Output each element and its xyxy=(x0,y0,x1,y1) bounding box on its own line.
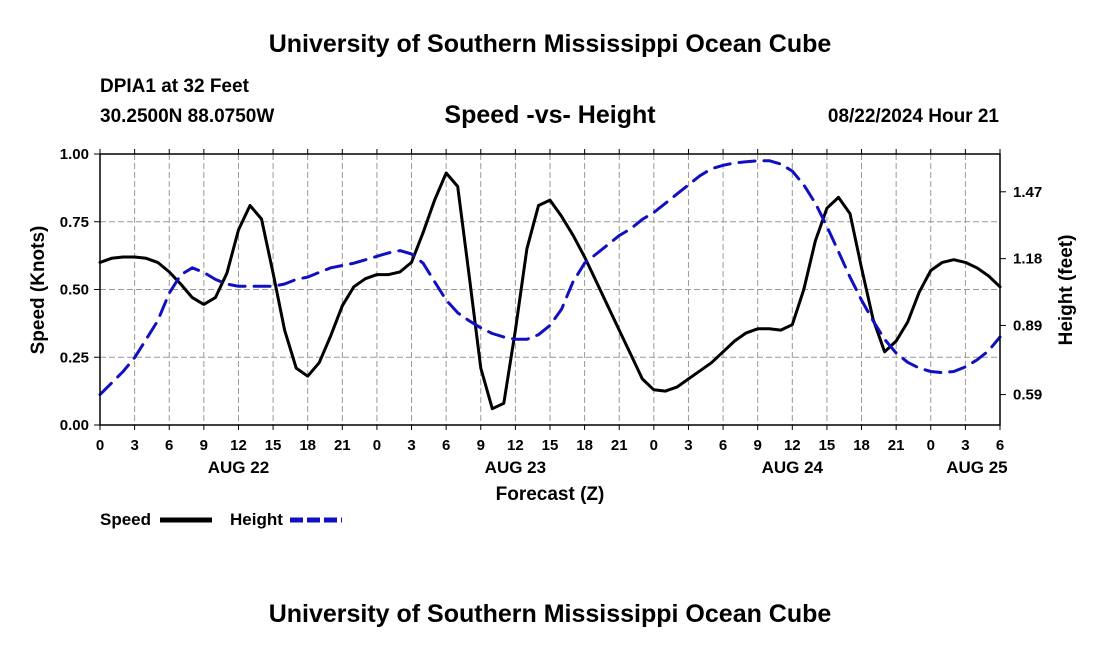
x-tick-label: 15 xyxy=(542,437,559,454)
y-tick-label: 0.00 xyxy=(60,417,89,434)
page-title-bottom: University of Southern Mississippi Ocean… xyxy=(268,600,832,628)
x-tick-label: 6 xyxy=(996,437,1004,454)
x-tick-label: 3 xyxy=(407,437,415,454)
y-axis-label: Speed (Knots) xyxy=(28,226,49,355)
axis-layer: 0 3 6 9 12 15 18 21 0 3 6 9 12 15 18 21 0 3 6 9 12 15 18 21 0 3 6 A… xyxy=(60,146,1042,477)
x-tick-label: 6 xyxy=(165,437,173,454)
x-tick-label: 18 xyxy=(299,437,316,454)
x-tick-label: 0 xyxy=(650,437,658,454)
x-tick-label: 9 xyxy=(754,437,762,454)
y2-axis-label: Height (feet) xyxy=(1056,235,1077,346)
date-label: AUG 22 xyxy=(208,458,269,477)
x-tick-label: 0 xyxy=(96,437,104,454)
x-tick-label: 21 xyxy=(611,437,628,454)
y2-tick-label: 1.47 xyxy=(1013,184,1042,201)
datetime-label: 08/22/2024 Hour 21 xyxy=(827,106,999,127)
y-tick-label: 0.75 xyxy=(60,214,89,231)
series-line-speed xyxy=(98,171,1002,411)
chart-subtitle: Speed -vs- Height xyxy=(444,101,656,129)
y-tick-label: 1.00 xyxy=(60,146,89,163)
x-tick-label: 6 xyxy=(442,437,450,454)
x-tick-label: 3 xyxy=(961,437,969,454)
x-tick-label: 21 xyxy=(888,437,905,454)
series-line-height xyxy=(98,159,1002,397)
x-tick-label: 12 xyxy=(507,437,524,454)
legend: Speed Height xyxy=(100,510,342,529)
y2-tick-label: 0.59 xyxy=(1013,387,1042,404)
x-tick-label: 0 xyxy=(373,437,381,454)
y-tick-label: 0.50 xyxy=(60,282,89,299)
x-tick-label: 9 xyxy=(477,437,485,454)
x-tick-label: 6 xyxy=(719,437,727,454)
x-tick-label: 18 xyxy=(853,437,870,454)
x-tick-label: 0 xyxy=(927,437,935,454)
x-tick-label: 12 xyxy=(784,437,801,454)
legend-speed-label: Speed xyxy=(100,510,151,529)
x-tick-label: 3 xyxy=(130,437,138,454)
x-tick-label: 12 xyxy=(230,437,247,454)
date-label: AUG 23 xyxy=(485,458,546,477)
grid-layer xyxy=(100,154,1000,425)
legend-height-label: Height xyxy=(230,510,283,529)
y2-tick-label: 1.18 xyxy=(1013,251,1042,268)
x-axis-label: Forecast (Z) xyxy=(496,484,605,505)
x-tick-label: 21 xyxy=(334,437,351,454)
station-label: DPIA1 at 32 Feet xyxy=(100,76,249,97)
page-title-top: University of Southern Mississippi Ocean… xyxy=(268,30,832,58)
y2-tick-label: 0.89 xyxy=(1013,317,1042,334)
x-tick-label: 18 xyxy=(576,437,593,454)
x-tick-label: 15 xyxy=(265,437,282,454)
series-layer xyxy=(98,159,1002,411)
y-tick-label: 0.25 xyxy=(60,349,89,366)
x-tick-label: 15 xyxy=(819,437,836,454)
coordinates-label: 30.2500N 88.0750W xyxy=(100,106,275,127)
date-label: AUG 25 xyxy=(946,458,1007,477)
x-tick-label: 9 xyxy=(200,437,208,454)
date-label: AUG 24 xyxy=(762,458,824,477)
x-tick-label: 3 xyxy=(684,437,692,454)
